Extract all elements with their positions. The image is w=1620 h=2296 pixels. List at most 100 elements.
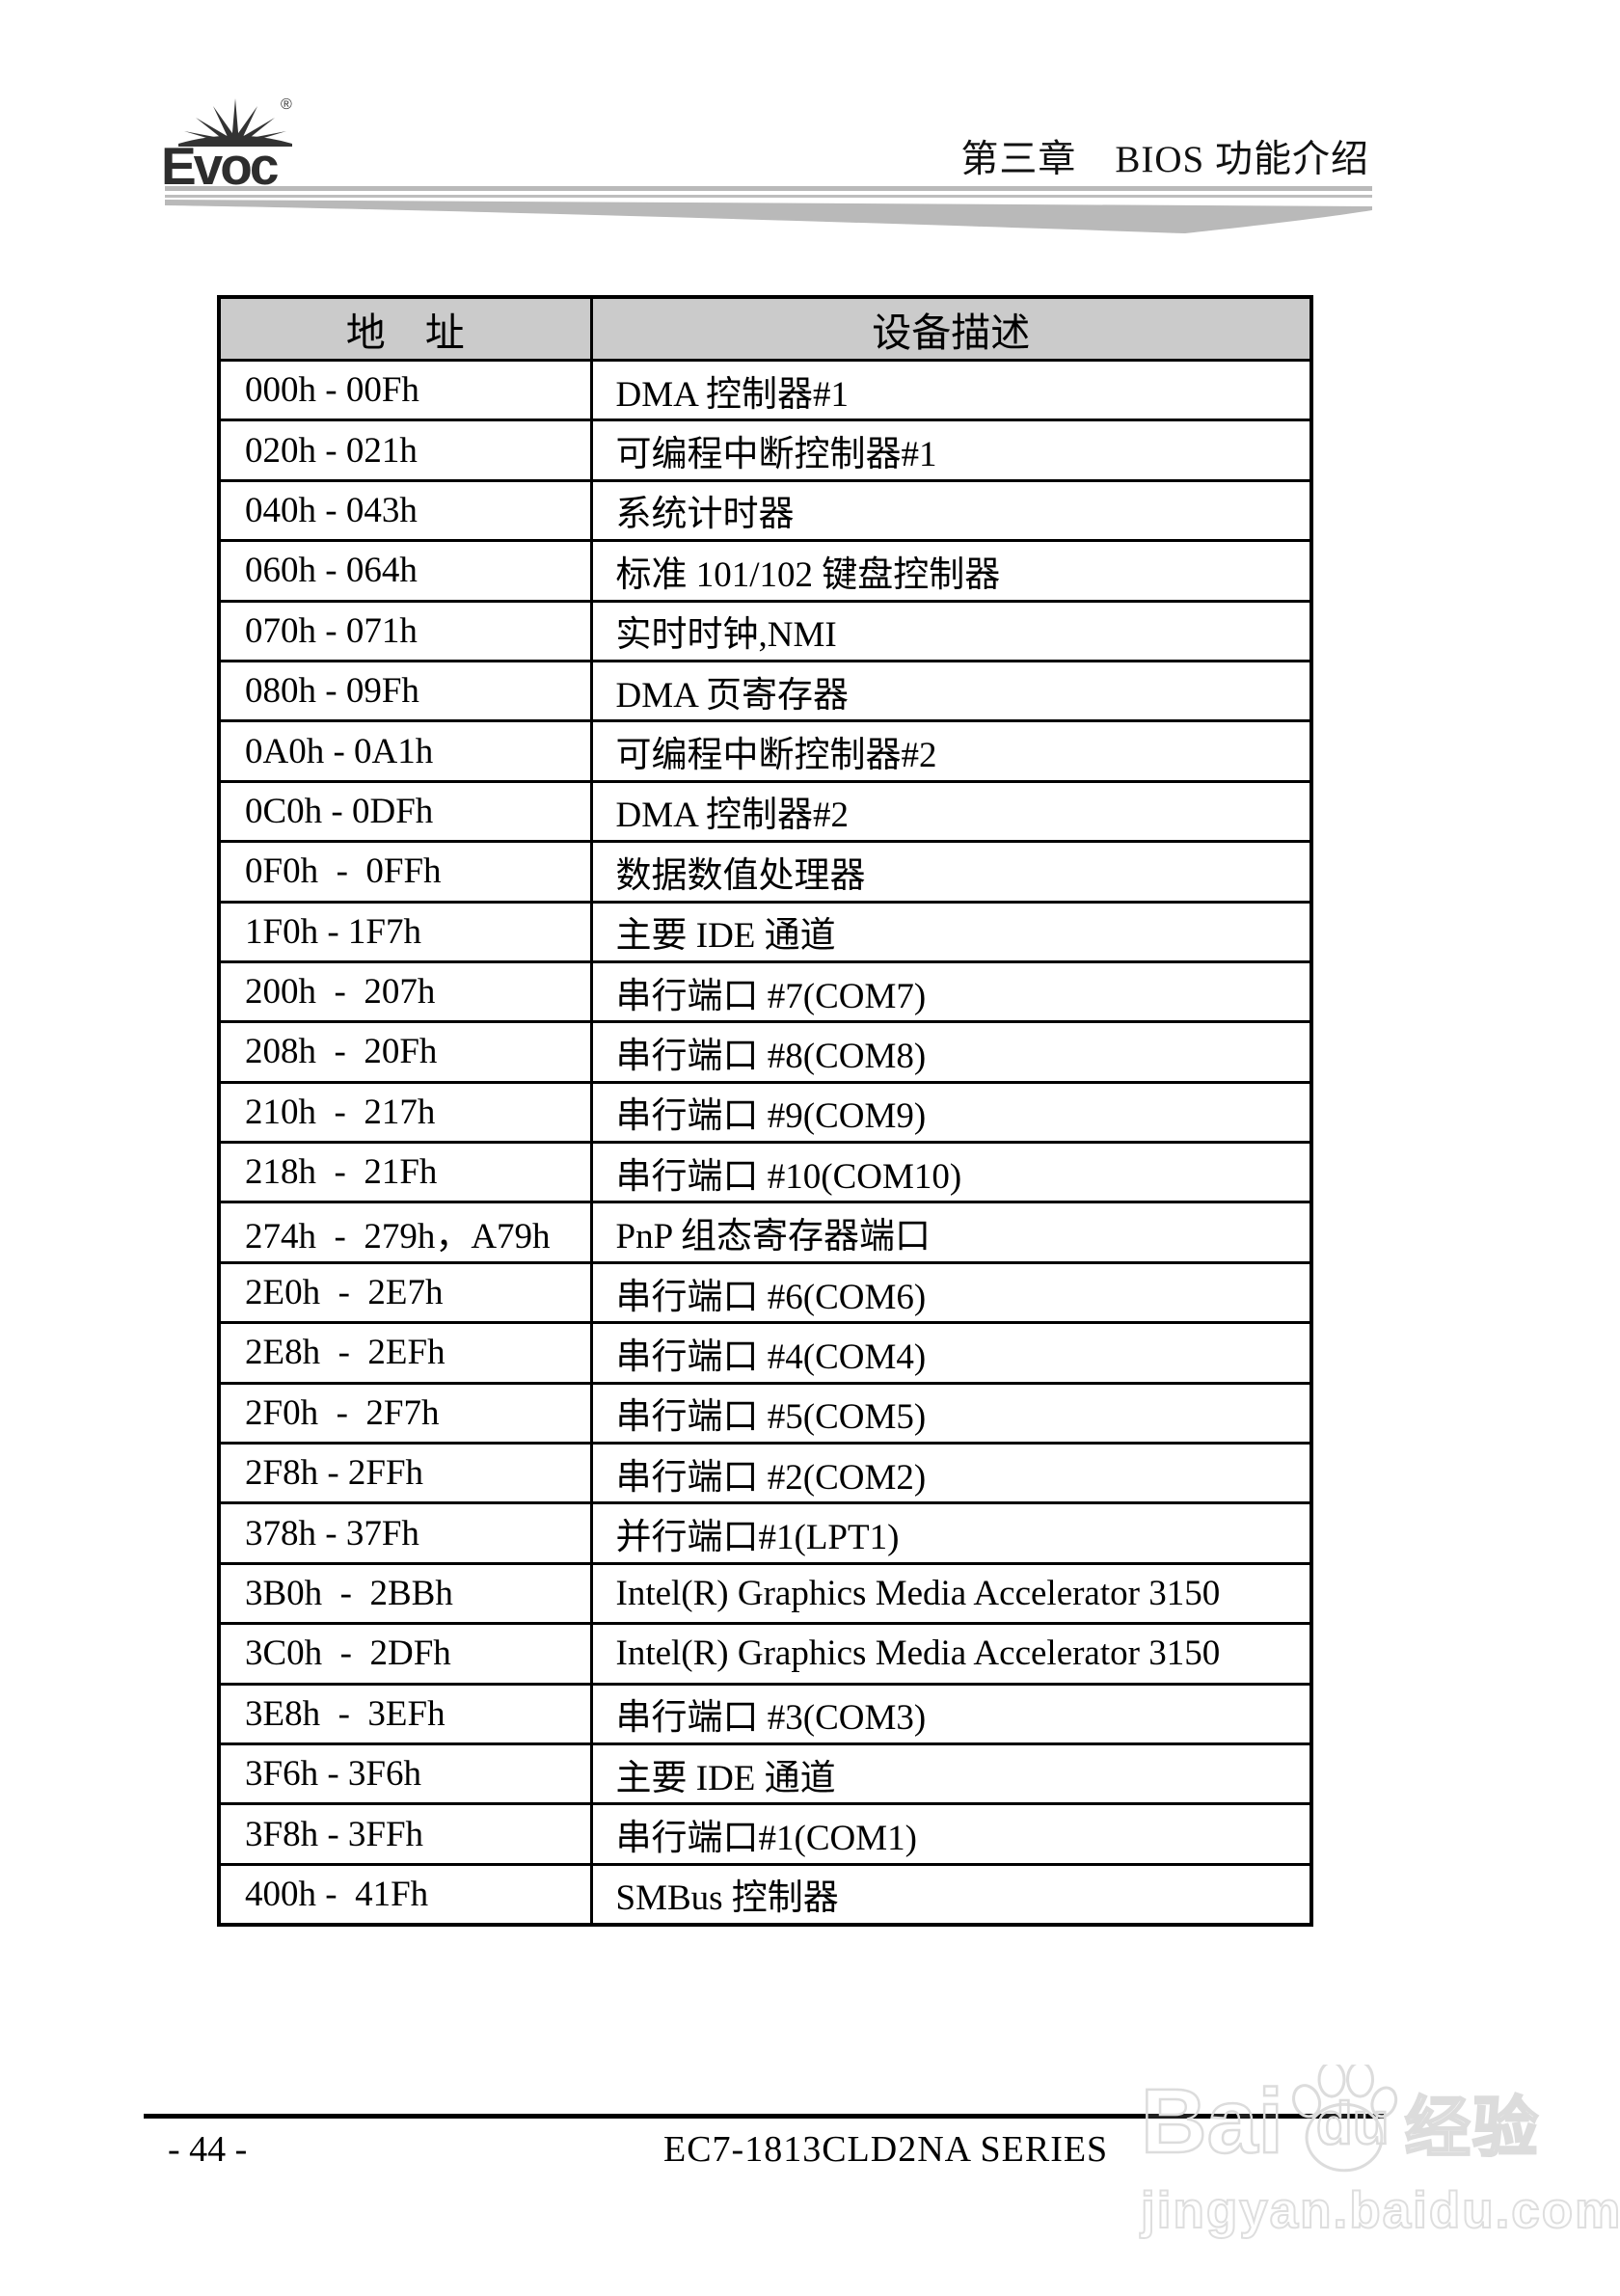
address-cell: 3B0h - 2BBh: [217, 1561, 593, 1626]
description-cell: 实时时钟,NMI: [589, 599, 1313, 662]
address-cell: 080h - 09Fh: [217, 659, 593, 723]
header-rule-top: [165, 186, 1372, 191]
address-cell: 1F0h - 1F7h: [217, 900, 593, 963]
table-row: 2F0h - 2F7h 串行端口 #5(COM5): [217, 1381, 1313, 1445]
description-cell: 主要 IDE 通道: [589, 1742, 1313, 1806]
table-row: 200h - 207h 串行端口 #7(COM7): [217, 959, 1313, 1024]
address-cell: 0F0h - 0FFh: [217, 840, 593, 904]
address-cell: 060h - 064h: [217, 539, 593, 603]
description-cell: SMBus 控制器: [589, 1862, 1313, 1927]
address-cell: 274h - 279h，A79h: [217, 1201, 593, 1264]
table-row: 1F0h - 1F7h 主要 IDE 通道: [217, 900, 1313, 963]
table-row: 0A0h - 0A1h 可编程中断控制器#2: [217, 719, 1313, 783]
table-row: 3B0h - 2BBh Intel(R) Graphics Media Acce…: [217, 1561, 1313, 1626]
io-table-body: 000h - 00Fh DMA 控制器#1 020h - 021h 可编程中断控…: [217, 358, 1313, 1927]
table-row: 2E0h - 2E7h 串行端口 #6(COM6): [217, 1260, 1313, 1325]
table-row: 0F0h - 0FFh 数据数值处理器: [217, 840, 1313, 904]
address-cell: 2F8h - 2FFh: [217, 1442, 593, 1505]
table-row: 3F8h - 3FFh 串行端口#1(COM1): [217, 1802, 1313, 1866]
paw-icon: du: [1287, 2065, 1401, 2178]
table-row: 3C0h - 2DFh Intel(R) Graphics Media Acce…: [217, 1622, 1313, 1686]
table-row: 020h - 021h 可编程中断控制器#1: [217, 419, 1313, 482]
table-row: 070h - 071h 实时时钟,NMI: [217, 599, 1313, 662]
header-rule-thin: [165, 195, 1372, 198]
address-cell: 0A0h - 0A1h: [217, 719, 593, 783]
address-cell: 3F8h - 3FFh: [217, 1802, 593, 1866]
watermark-bai: Bai: [1140, 2068, 1284, 2174]
address-cell: 070h - 071h: [217, 599, 593, 662]
description-cell: 串行端口 #3(COM3): [589, 1682, 1313, 1745]
table-row: 2F8h - 2FFh 串行端口 #2(COM2): [217, 1442, 1313, 1505]
description-cell: Intel(R) Graphics Media Accelerator 3150: [589, 1561, 1313, 1626]
description-cell: 串行端口 #4(COM4): [589, 1321, 1313, 1385]
description-cell: DMA 控制器#2: [589, 779, 1313, 844]
address-cell: 208h - 20Fh: [217, 1020, 593, 1084]
description-cell: 数据数值处理器: [589, 840, 1313, 904]
logo-wordmark: Evoc: [161, 136, 279, 196]
table-row: 060h - 064h 标准 101/102 键盘控制器: [217, 539, 1313, 603]
table-row: 208h - 20Fh 串行端口 #8(COM8): [217, 1020, 1313, 1084]
table-row: 378h - 37Fh 并行端口#1(LPT1): [217, 1501, 1313, 1565]
io-address-table: 地 址 设备描述 000h - 00Fh DMA 控制器#1 020h - 02…: [217, 295, 1313, 1928]
table-row: 3E8h - 3EFh 串行端口 #3(COM3): [217, 1682, 1313, 1745]
description-cell: 标准 101/102 键盘控制器: [589, 539, 1313, 603]
description-cell: 并行端口#1(LPT1): [589, 1501, 1313, 1565]
description-cell: 串行端口#1(COM1): [589, 1802, 1313, 1866]
description-cell: Intel(R) Graphics Media Accelerator 3150: [589, 1622, 1313, 1686]
address-cell: 218h - 21Fh: [217, 1141, 593, 1204]
address-cell: 2E0h - 2E7h: [217, 1260, 593, 1325]
description-cell: 串行端口 #8(COM8): [589, 1020, 1313, 1084]
sunburst-icon: [178, 98, 292, 147]
description-cell: 串行端口 #6(COM6): [589, 1260, 1313, 1325]
description-cell: 串行端口 #10(COM10): [589, 1141, 1313, 1204]
address-cell: 020h - 021h: [217, 419, 593, 482]
description-cell: 可编程中断控制器#1: [589, 419, 1313, 482]
footer-rule: [144, 2114, 1386, 2119]
table-row: 274h - 279h，A79h PnP 组态寄存器端口: [217, 1201, 1313, 1264]
table-row: 3F6h - 3F6h 主要 IDE 通道: [217, 1742, 1313, 1806]
table-row: 210h - 217h 串行端口 #9(COM9): [217, 1080, 1313, 1145]
description-cell: 主要 IDE 通道: [589, 900, 1313, 963]
address-cell: 210h - 217h: [217, 1080, 593, 1145]
watermark-suffix: 经验: [1404, 2090, 1540, 2166]
description-cell: 串行端口 #9(COM9): [589, 1080, 1313, 1145]
table-row: 000h - 00Fh DMA 控制器#1: [217, 358, 1313, 422]
description-header-cell: 设备描述: [589, 295, 1313, 362]
description-cell: 串行端口 #5(COM5): [589, 1381, 1313, 1445]
table-row: 080h - 09Fh DMA 页寄存器: [217, 659, 1313, 723]
watermark-brand-row: Bai du 经验: [1140, 2064, 1620, 2179]
table-row: 2E8h - 2EFh 串行端口 #4(COM4): [217, 1321, 1313, 1385]
description-cell: 系统计时器: [589, 478, 1313, 543]
table-row: 0C0h - 0DFh DMA 控制器#2: [217, 779, 1313, 844]
table-row: 400h - 41Fh SMBus 控制器: [217, 1862, 1313, 1927]
description-cell: 可编程中断控制器#2: [589, 719, 1313, 783]
address-cell: 0C0h - 0DFh: [217, 779, 593, 844]
table-row: 218h - 21Fh 串行端口 #10(COM10): [217, 1141, 1313, 1204]
address-cell: 400h - 41Fh: [217, 1862, 593, 1927]
address-cell: 040h - 043h: [217, 478, 593, 543]
description-cell: DMA 页寄存器: [589, 659, 1313, 723]
address-cell: 3F6h - 3F6h: [217, 1742, 593, 1806]
description-cell: 串行端口 #2(COM2): [589, 1442, 1313, 1505]
baidu-watermark: Bai du 经验 jingyan.baidu.com: [1140, 2064, 1620, 2240]
address-cell: 000h - 00Fh: [217, 358, 593, 422]
address-header-cell: 地 址: [217, 295, 593, 362]
header-swoosh: [165, 200, 1372, 233]
address-cell: 2E8h - 2EFh: [217, 1321, 593, 1385]
description-cell: 串行端口 #7(COM7): [589, 959, 1313, 1024]
series-title: EC7-1813CLD2NA SERIES: [663, 2129, 1109, 2170]
description-cell: PnP 组态寄存器端口: [589, 1201, 1313, 1264]
address-cell: 378h - 37Fh: [217, 1501, 593, 1565]
registered-mark: ®: [281, 96, 292, 113]
page-number: - 44 -: [168, 2129, 248, 2170]
address-cell: 2F0h - 2F7h: [217, 1381, 593, 1445]
address-cell: 3E8h - 3EFh: [217, 1682, 593, 1745]
address-cell: 3C0h - 2DFh: [217, 1622, 593, 1686]
description-cell: DMA 控制器#1: [589, 358, 1313, 422]
watermark-du: du: [1315, 2090, 1390, 2159]
table-row: 040h - 043h 系统计时器: [217, 478, 1313, 543]
table-header-row: 地 址 设备描述: [217, 295, 1313, 362]
evoc-logo: ® Evoc: [159, 96, 313, 196]
watermark-url: jingyan.baidu.com: [1140, 2181, 1620, 2240]
